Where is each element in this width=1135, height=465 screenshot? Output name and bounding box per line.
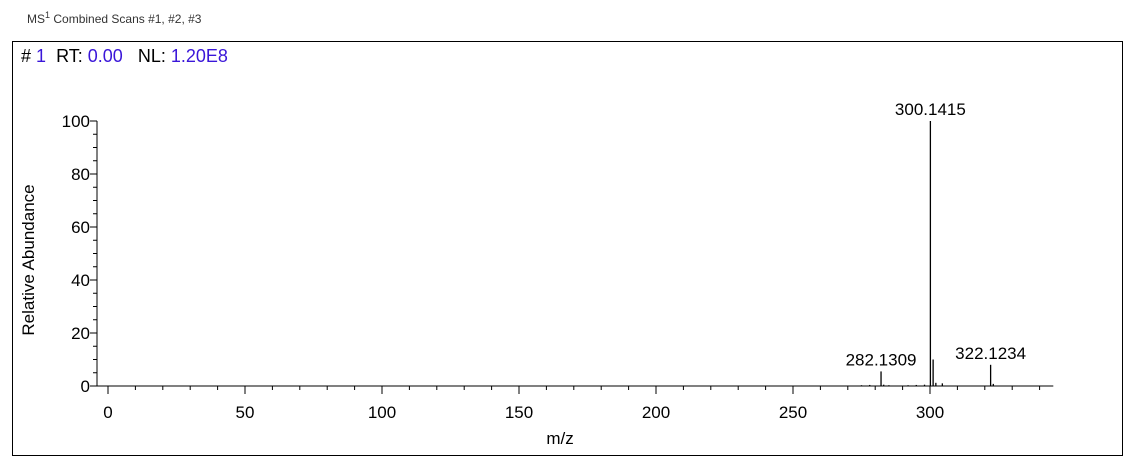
plot-frame (12, 41, 1123, 456)
y-tick-label: 40 (71, 271, 90, 290)
chart-header: MS1 Combined Scans #1, #2, #3 (27, 10, 201, 26)
x-tick-label: 0 (103, 403, 112, 422)
ms-level: 1 (45, 10, 51, 20)
y-tick-label: 60 (71, 218, 90, 237)
ms-label: MS (27, 12, 45, 26)
x-axis-label: m/z (546, 429, 573, 448)
peak-label: 300.1415 (895, 100, 966, 119)
peak-label: 282.1309 (846, 350, 917, 369)
header-title: Combined Scans #1, #2, #3 (53, 12, 202, 26)
y-axis-label: Relative Abundance (19, 184, 38, 335)
scan-number: 1 (36, 46, 47, 66)
scan-label: # (21, 46, 32, 66)
nl-label: NL: (137, 46, 166, 66)
y-tick-label: 0 (81, 377, 90, 396)
y-tick-label: 20 (71, 324, 90, 343)
nl-value: 1.20E8 (170, 46, 228, 66)
x-tick-label: 150 (505, 403, 533, 422)
y-tick-label: 100 (62, 112, 90, 131)
x-tick-label: 200 (642, 403, 670, 422)
x-tick-label: 50 (236, 403, 255, 422)
x-tick-label: 100 (368, 403, 396, 422)
rt-value: 0.00 (87, 46, 123, 66)
rt-label: RT: (56, 46, 83, 66)
y-tick-label: 80 (71, 165, 90, 184)
peak-label: 322.1234 (955, 344, 1026, 363)
scan-info: # 1 RT: 0.00 NL: 1.20E8 (21, 46, 228, 67)
x-tick-label: 300 (916, 403, 944, 422)
x-tick-label: 250 (779, 403, 807, 422)
